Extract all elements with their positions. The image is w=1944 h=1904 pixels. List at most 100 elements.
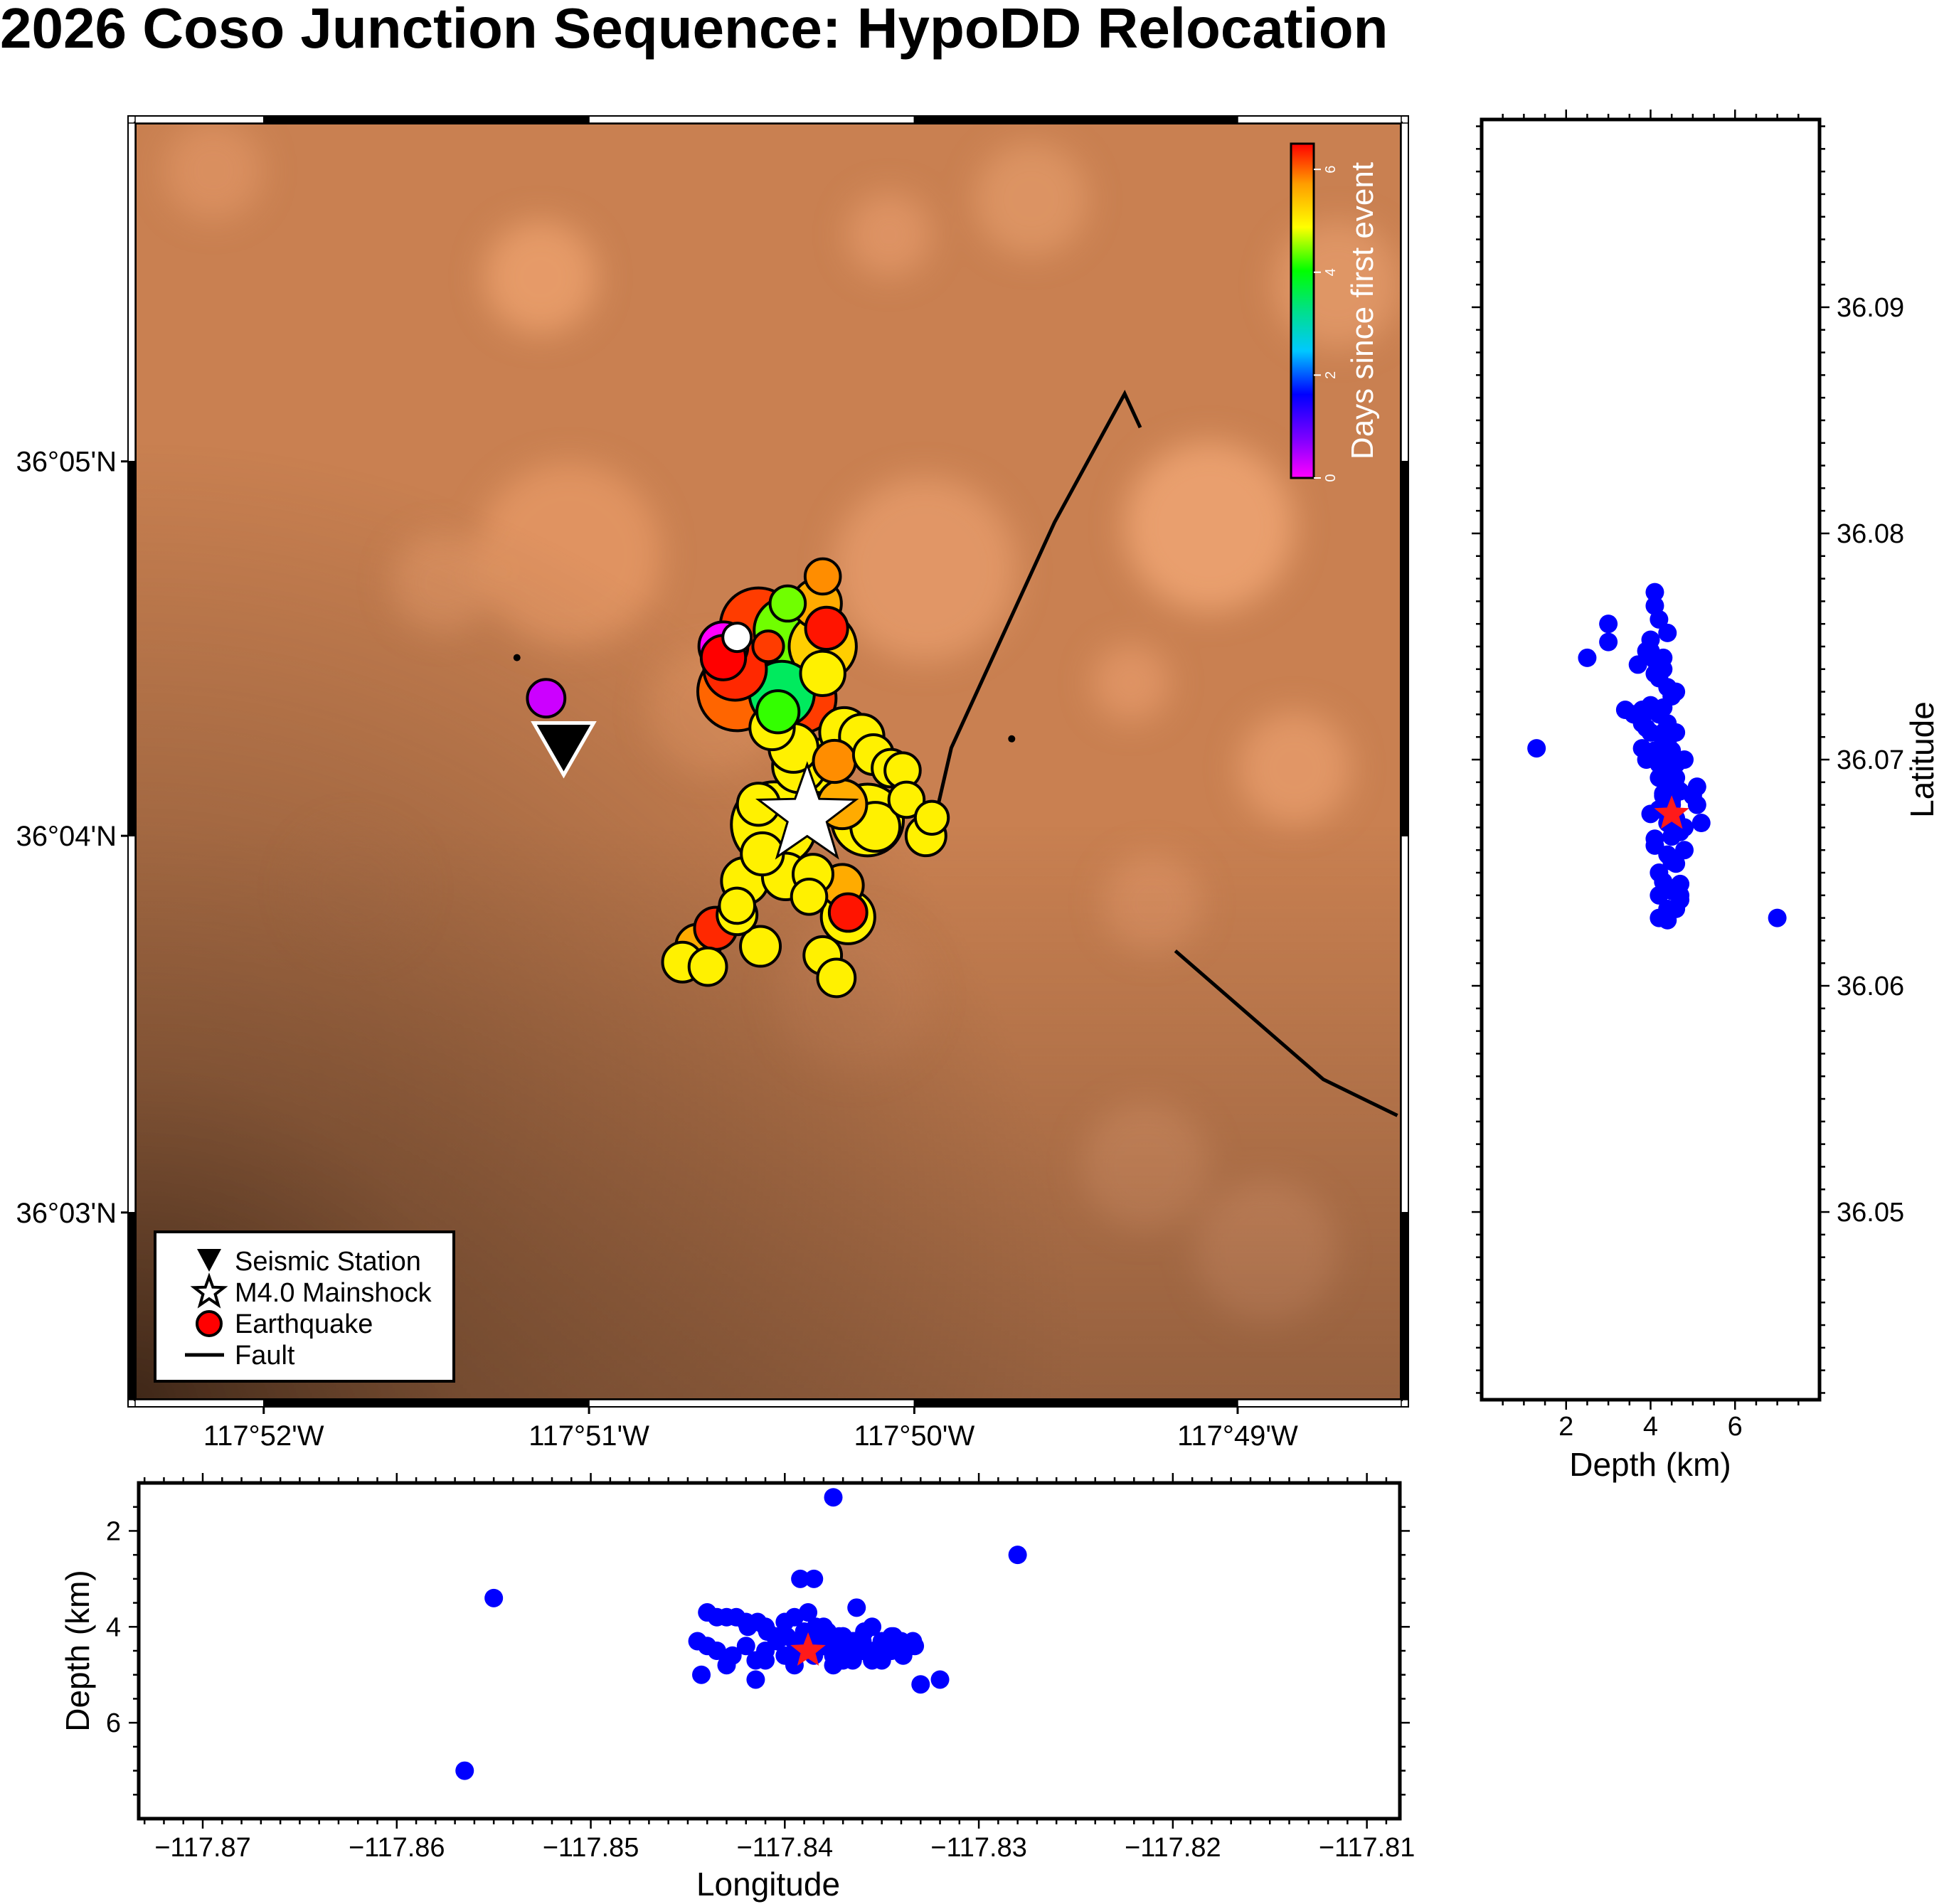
map-y-tick-label: 36°03'N [16, 1198, 117, 1229]
longitude-depth-point [692, 1665, 711, 1684]
colorbar-tick-label: 0 [1323, 474, 1339, 482]
map-border-segment [127, 122, 136, 462]
depth-latitude-y-tick-label: 36.05 [1837, 1198, 1904, 1228]
longitude-depth-point [1008, 1546, 1027, 1565]
mainshock-star-shape [755, 761, 859, 860]
circle-icon [196, 1310, 223, 1337]
longitude-depth-point [853, 1632, 872, 1651]
map-outer-border [127, 115, 1409, 1408]
depth-latitude-point [1671, 885, 1690, 905]
depth-latitude-point [1599, 632, 1618, 651]
earthquake-marker [816, 957, 857, 999]
seismic-station-triangle [531, 720, 597, 779]
longitude-depth-point [736, 1612, 755, 1632]
earthquake-marker [739, 925, 782, 968]
earthquake-marker [721, 622, 753, 654]
longitude-depth-point [756, 1617, 775, 1637]
map-border-segment [588, 1399, 915, 1408]
depth-latitude-point [1658, 910, 1677, 930]
longitude-depth-x-tick-label: −117.81 [1319, 1833, 1415, 1863]
depth-latitude-point [1768, 908, 1787, 927]
longitude-depth-point [800, 1622, 819, 1642]
longitude-depth-point [791, 1569, 810, 1588]
map-border-segment [127, 835, 136, 1213]
depth-latitude-x-tick-label: 4 [1643, 1412, 1658, 1442]
depth-latitude-point [1658, 750, 1677, 769]
longitude-depth-ylabel: Depth (km) [59, 1570, 96, 1731]
longitude-depth-point [799, 1603, 818, 1622]
colorbar: 0 2 4 6 Days since first event [1290, 142, 1380, 482]
longitude-depth-point [723, 1646, 742, 1665]
earthquake-marker [740, 831, 785, 877]
depth-latitude-xlabel: Depth (km) [1569, 1446, 1731, 1483]
longitude-depth-x-tick-label: −117.87 [154, 1833, 251, 1863]
map-border-segment [1401, 122, 1409, 462]
longitude-depth-point [455, 1761, 474, 1780]
depth-latitude-point [1667, 682, 1686, 701]
map-border-segment [134, 115, 265, 124]
map-y-tick-label: 36°05'N [16, 447, 117, 478]
depth-latitude-y-tick-label: 36.09 [1837, 293, 1904, 323]
depth-latitude-point [1615, 701, 1635, 720]
depth-latitude-point [1654, 698, 1673, 717]
map-border-segment [134, 1399, 265, 1408]
fault-line [1174, 950, 1398, 1117]
longitude-depth-x-tick-label: −117.84 [737, 1833, 834, 1863]
map-border-segment [1401, 835, 1409, 1213]
fault-lines [934, 389, 1398, 1117]
depth-latitude-point [1637, 718, 1656, 738]
map-border-segment [913, 1399, 1238, 1408]
depth-latitude-point [1645, 664, 1664, 684]
map-border-segment [1237, 1399, 1402, 1408]
longitude-depth-mainshock-star [790, 1632, 826, 1666]
map-border-segment [262, 1399, 590, 1408]
colorbar-tick-label: 6 [1323, 166, 1339, 174]
depth-latitude-point [1691, 814, 1711, 833]
legend-label-earthquake: Earthquake [235, 1309, 373, 1339]
depth-latitude-point [1641, 642, 1660, 661]
earthquake-events [513, 557, 1016, 999]
depth-latitude-point [1654, 728, 1673, 747]
map-x-tick-label: 117°50'W [854, 1420, 975, 1452]
legend-label-fault: Fault [235, 1341, 295, 1371]
earthquake-marker [513, 654, 521, 661]
depth-latitude-point [1599, 615, 1618, 634]
longitude-depth-x-tick-label: −117.86 [349, 1833, 445, 1863]
map-border-segment [262, 115, 590, 124]
depth-latitude-mainshock-star [1654, 795, 1689, 829]
longitude-depth-x-tick-label: −117.85 [543, 1833, 639, 1863]
seismic-station-marker [531, 720, 597, 779]
longitude-depth-y-tick-label: 2 [106, 1516, 121, 1546]
terrain-background [135, 123, 1401, 1400]
longitude-depth-point [756, 1651, 775, 1670]
legend-label-station: Seismic Station [235, 1247, 421, 1277]
longitude-depth-point [707, 1642, 726, 1660]
longitude-depth-point [905, 1637, 925, 1656]
earthquake-marker [718, 886, 756, 925]
depth-latitude-point [1650, 610, 1669, 629]
longitude-depth-y-tick-label: 4 [106, 1612, 121, 1642]
longitude-depth-point [775, 1627, 795, 1646]
longitude-depth-point [930, 1670, 950, 1689]
earthquake-marker [687, 946, 728, 987]
earthquake-marker [768, 584, 807, 623]
longitude-depth-point [824, 1488, 843, 1507]
depth-latitude-ylabel: Latitude [1903, 701, 1940, 818]
longitude-depth-y-tick-label: 6 [106, 1708, 121, 1738]
map-border-segment [1401, 1212, 1409, 1400]
fault-line [934, 389, 1142, 817]
map-y-tick-label: 36°04'N [16, 821, 117, 852]
depth-latitude-point [1667, 768, 1686, 787]
earthquake-marker [751, 629, 785, 664]
longitude-depth-panel: −117.87 −117.86 −117.85 −117.84 −117.83 −117.… [59, 1473, 1415, 1903]
depth-latitude-point [1687, 795, 1706, 814]
longitude-depth-x-tick-label: −117.82 [1125, 1833, 1221, 1863]
longitude-depth-point [746, 1670, 765, 1689]
legend-label-mainshock: M4.0 Mainshock [235, 1278, 432, 1308]
earthquake-marker [790, 877, 829, 916]
depth-latitude-y-tick-label: 36.07 [1837, 745, 1904, 775]
colorbar-label: Days since first event [1345, 162, 1380, 459]
star-icon [190, 1272, 228, 1309]
mainshock-star [755, 761, 859, 860]
